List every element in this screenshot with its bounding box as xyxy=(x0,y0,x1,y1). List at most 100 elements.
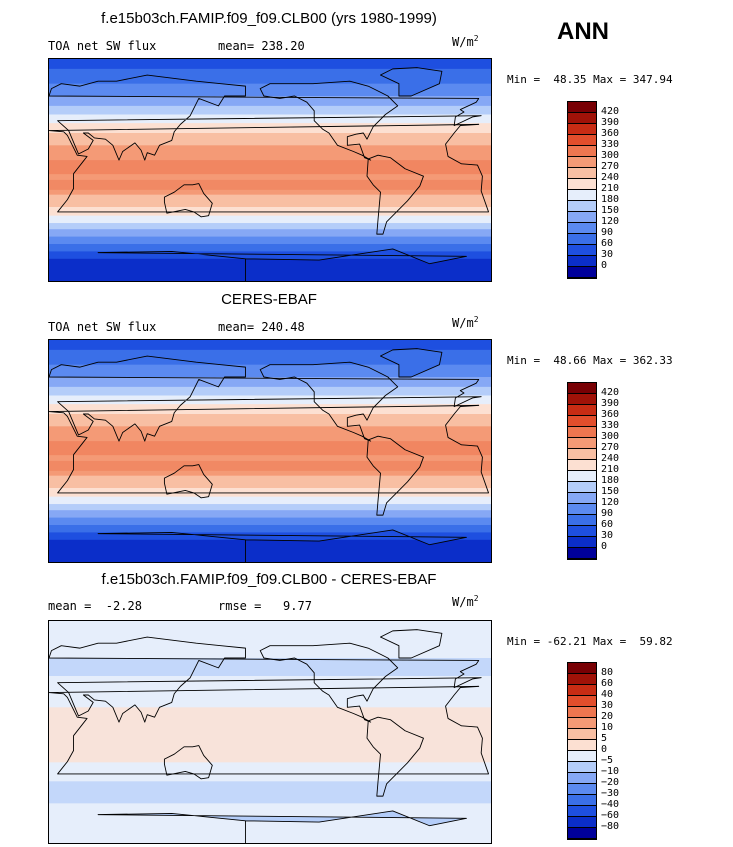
colorbar-cell xyxy=(568,179,596,190)
map-field xyxy=(49,340,491,562)
colorbar-tick-label: 5 xyxy=(601,733,608,744)
panel-3-rmse-label: rmse = 9.77 xyxy=(218,599,312,613)
colorbar-tick-label: 420 xyxy=(601,106,620,117)
colorbar-tick-label: 30 xyxy=(601,530,614,541)
season-label: ANN xyxy=(557,18,609,45)
colorbar-tick-label: 60 xyxy=(601,678,614,689)
panel-1-mean-label: mean= 238.20 xyxy=(218,39,305,53)
colorbar-tick-label: 20 xyxy=(601,711,614,722)
colorbar-tick-label: 360 xyxy=(601,128,620,139)
panel-2-units: W/m2 xyxy=(452,315,479,330)
colorbar-tick-label: 390 xyxy=(601,398,620,409)
colorbar-tick-label: 270 xyxy=(601,161,620,172)
panel-3-mean-label: mean = -2.28 xyxy=(48,599,142,613)
panel-3-units: W/m2 xyxy=(452,594,479,609)
panel-3-title: f.e15b03ch.FAMIP.f09_f09.CLB00 - CERES-E… xyxy=(101,571,437,588)
colorbar-tick-label: 240 xyxy=(601,453,620,464)
colorbar-cell xyxy=(568,124,596,135)
colorbar-cell xyxy=(568,674,596,685)
panel-1-title: f.e15b03ch.FAMIP.f09_f09.CLB00 (yrs 1980… xyxy=(101,10,437,27)
colorbar-tick-label: 80 xyxy=(601,667,614,678)
colorbar-tick-label: −80 xyxy=(601,821,620,832)
colorbar-tick-label: 90 xyxy=(601,227,614,238)
panel-3-minmax: Min = -62.21 Max = 59.82 xyxy=(507,635,673,648)
colorbar-tick-label: 30 xyxy=(601,700,614,711)
colorbar-tick-label: 240 xyxy=(601,172,620,183)
colorbar-tick-label: −40 xyxy=(601,799,620,810)
colorbar-cell xyxy=(568,245,596,256)
colorbar-cell xyxy=(568,267,596,278)
colorbar-cell xyxy=(568,707,596,718)
colorbar-cell xyxy=(568,113,596,124)
colorbar-cell xyxy=(568,256,596,267)
colorbar-cell xyxy=(568,515,596,526)
panel-2-colorbar xyxy=(567,382,597,560)
panel-1-map xyxy=(48,58,492,282)
panel-1-minmax: Min = 48.35 Max = 347.94 xyxy=(507,73,673,86)
colorbar-tick-label: 300 xyxy=(601,150,620,161)
colorbar-cell xyxy=(568,157,596,168)
colorbar-tick-label: 210 xyxy=(601,183,620,194)
colorbar-tick-label: 180 xyxy=(601,475,620,486)
colorbar-cell xyxy=(568,190,596,201)
colorbar-cell xyxy=(568,817,596,828)
colorbar-tick-label: 90 xyxy=(601,508,614,519)
colorbar-cell xyxy=(568,663,596,674)
colorbar-cell xyxy=(568,482,596,493)
colorbar-tick-label: 0 xyxy=(601,541,608,552)
colorbar-cell xyxy=(568,685,596,696)
panel-2-title: CERES-EBAF xyxy=(221,291,317,308)
colorbar-tick-label: 10 xyxy=(601,722,614,733)
colorbar-cell xyxy=(568,471,596,482)
colorbar-cell xyxy=(568,146,596,157)
colorbar-tick-label: −60 xyxy=(601,810,620,821)
panel-2-variable-label: TOA net SW flux xyxy=(48,320,157,334)
colorbar-tick-label: 60 xyxy=(601,238,614,249)
colorbar-tick-label: −20 xyxy=(601,777,620,788)
colorbar-cell xyxy=(568,740,596,751)
colorbar-tick-label: 30 xyxy=(601,249,614,260)
colorbar-cell xyxy=(568,806,596,817)
colorbar-tick-label: −5 xyxy=(601,755,614,766)
colorbar-tick-label: 180 xyxy=(601,194,620,205)
colorbar-cell xyxy=(568,438,596,449)
colorbar-tick-label: −30 xyxy=(601,788,620,799)
panel-1-units: W/m2 xyxy=(452,34,479,49)
colorbar-tick-label: 150 xyxy=(601,205,620,216)
colorbar-cell xyxy=(568,537,596,548)
colorbar-tick-label: 330 xyxy=(601,139,620,150)
colorbar-cell xyxy=(568,526,596,537)
colorbar-cell xyxy=(568,223,596,234)
colorbar-tick-label: 150 xyxy=(601,486,620,497)
colorbar-cell xyxy=(568,427,596,438)
panel-2-minmax: Min = 48.66 Max = 362.33 xyxy=(507,354,673,367)
colorbar-cell xyxy=(568,548,596,559)
colorbar-cell xyxy=(568,696,596,707)
colorbar-cell xyxy=(568,828,596,839)
colorbar-tick-label: 0 xyxy=(601,744,608,755)
colorbar-tick-label: 60 xyxy=(601,519,614,530)
colorbar-tick-label: 0 xyxy=(601,260,608,271)
colorbar-tick-label: 330 xyxy=(601,420,620,431)
colorbar-cell xyxy=(568,102,596,113)
colorbar-cell xyxy=(568,201,596,212)
colorbar-cell xyxy=(568,460,596,471)
colorbar-tick-label: 300 xyxy=(601,431,620,442)
colorbar-cell xyxy=(568,416,596,427)
colorbar-cell xyxy=(568,718,596,729)
colorbar-cell xyxy=(568,383,596,394)
colorbar-cell xyxy=(568,394,596,405)
panel-2-map xyxy=(48,339,492,563)
colorbar-cell xyxy=(568,773,596,784)
panel-3-map xyxy=(48,620,492,844)
map-field xyxy=(49,621,491,843)
colorbar-tick-label: 390 xyxy=(601,117,620,128)
colorbar-tick-label: 420 xyxy=(601,387,620,398)
colorbar-cell xyxy=(568,795,596,806)
panel-3-colorbar xyxy=(567,662,597,840)
colorbar-cell xyxy=(568,135,596,146)
colorbar-tick-label: 40 xyxy=(601,689,614,700)
colorbar-cell xyxy=(568,762,596,773)
colorbar-tick-label: −10 xyxy=(601,766,620,777)
panel-2-mean-label: mean= 240.48 xyxy=(218,320,305,334)
